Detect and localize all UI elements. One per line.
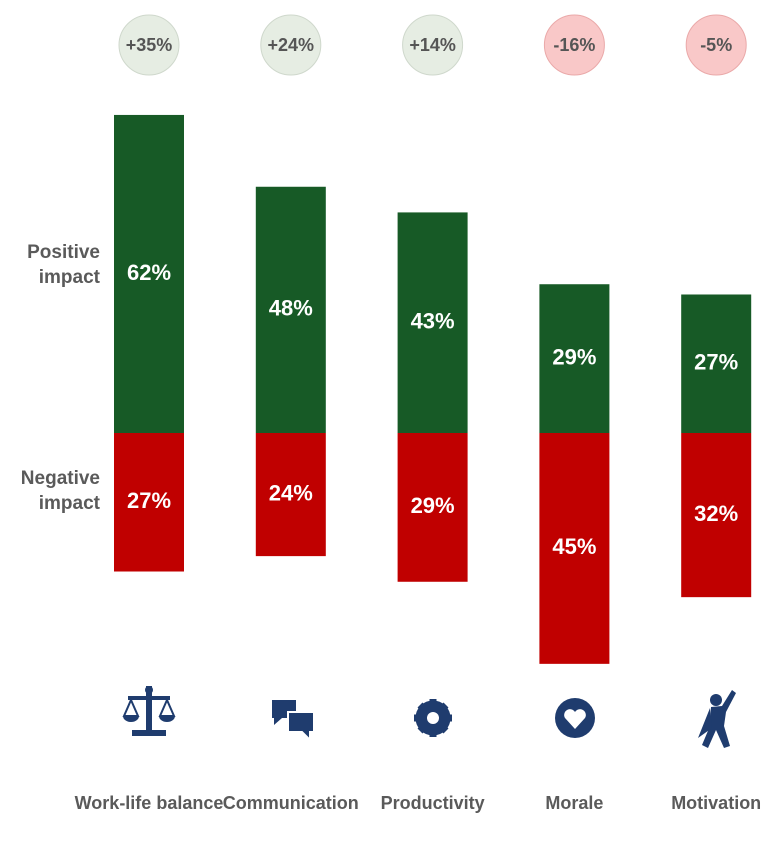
bar-positive	[114, 114, 184, 433]
net-label: +35%	[126, 35, 173, 55]
value-label: 29%	[552, 344, 596, 369]
value-label: 43%	[411, 309, 455, 334]
category-label: Communication	[222, 793, 359, 813]
bar-positive	[397, 212, 468, 433]
net-badge	[118, 14, 180, 76]
value-label: 48%	[269, 296, 313, 321]
value-label: 24%	[269, 480, 313, 505]
icon-chat	[272, 700, 315, 743]
bar-positive	[539, 284, 610, 433]
icon-scale	[122, 686, 176, 736]
icon-gear	[414, 699, 452, 737]
bar-negative	[255, 433, 326, 557]
value-label: 27%	[127, 488, 171, 513]
icon-heart	[555, 698, 595, 738]
net-badge	[685, 14, 747, 76]
category-label: Productivity	[380, 793, 485, 813]
bar-positive	[255, 186, 326, 433]
category-label: Motivation	[671, 793, 762, 813]
bar-positive	[681, 294, 752, 433]
net-label: -16%	[553, 35, 595, 55]
bar-negative	[114, 433, 184, 572]
value-label: 27%	[694, 350, 738, 375]
category-label: Morale	[545, 793, 604, 813]
bar-negative	[681, 433, 752, 598]
value-label: 29%	[411, 493, 455, 518]
legend-negative: Negative impact	[20, 468, 100, 514]
value-label: 62%	[127, 260, 171, 285]
icons	[122, 686, 736, 748]
value-label: 45%	[552, 534, 596, 559]
net-label: -5%	[700, 35, 732, 55]
icon-hero	[698, 690, 736, 748]
bar-negative	[539, 433, 610, 664]
net-badge	[543, 14, 605, 76]
net-label: +24%	[268, 35, 315, 55]
value-label: 32%	[694, 501, 738, 526]
net-label: +14%	[409, 35, 456, 55]
net-badge	[260, 14, 322, 76]
legend-positive: Positive impact	[27, 242, 100, 288]
category-label: Work-life balance	[74, 793, 224, 813]
bar-negative	[397, 433, 468, 582]
net-badge	[402, 14, 464, 76]
